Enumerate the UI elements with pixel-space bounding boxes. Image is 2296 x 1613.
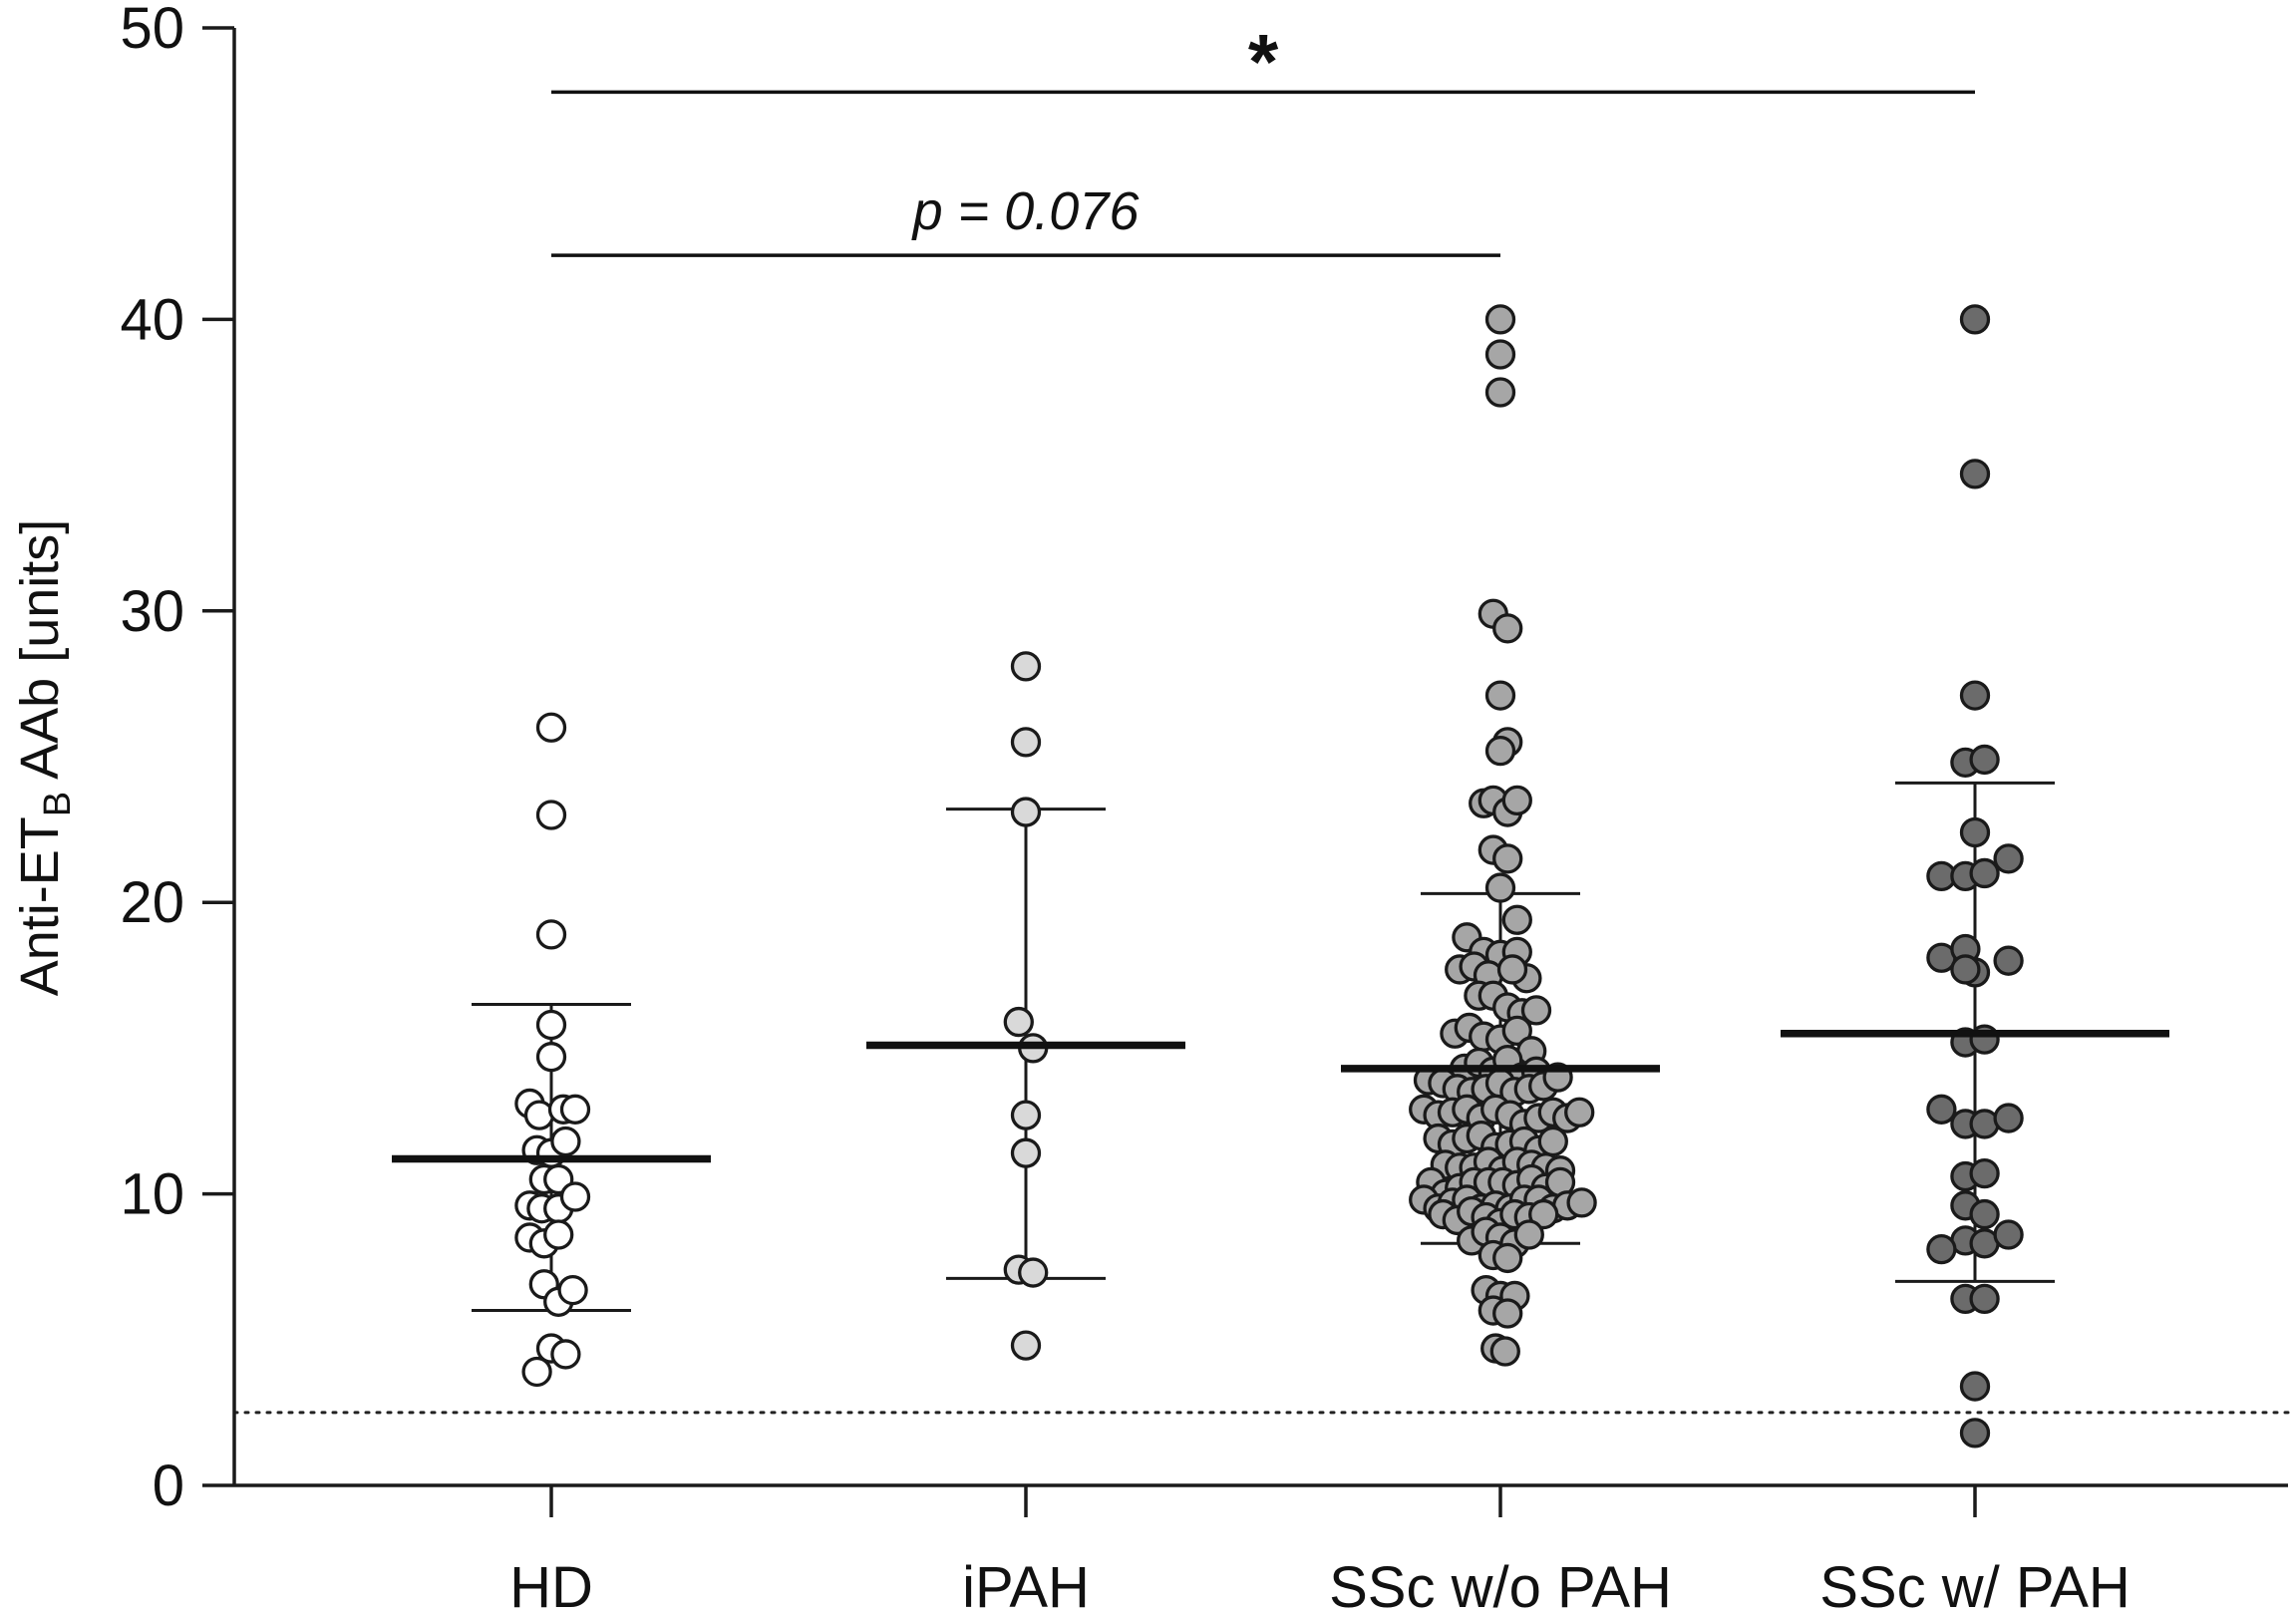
data-point bbox=[1993, 843, 2024, 874]
data-point bbox=[1959, 459, 1991, 489]
y-axis-label: Anti-ETB AAb [units] bbox=[10, 519, 79, 997]
data-point bbox=[1484, 304, 1516, 335]
data-point bbox=[1969, 1157, 2000, 1189]
data-point bbox=[1564, 1097, 1595, 1128]
x-category-label: SSc w/ PAH bbox=[1819, 1555, 2131, 1613]
data-point bbox=[1484, 872, 1516, 903]
y-tick-label: 50 bbox=[120, 0, 184, 61]
data-point bbox=[1926, 1234, 1957, 1265]
data-point bbox=[557, 1274, 588, 1306]
data-point bbox=[1501, 904, 1532, 935]
data-point bbox=[1959, 304, 1991, 335]
plot-area: 0 10 20 30 40 50 HD iPAH SSc w/o PAH SSc w/ PAH * p… bbox=[120, 0, 2290, 1613]
data-point bbox=[1969, 1198, 2000, 1230]
data-point bbox=[1926, 1094, 1957, 1125]
data-point bbox=[550, 1339, 581, 1370]
y-tick-label: 20 bbox=[120, 870, 184, 935]
data-point bbox=[1010, 651, 1042, 682]
data-point bbox=[1950, 954, 1981, 985]
data-point bbox=[1492, 1242, 1523, 1274]
data-point bbox=[1492, 843, 1523, 874]
data-point bbox=[1010, 1137, 1042, 1168]
x-category-label: iPAH bbox=[962, 1555, 1090, 1613]
data-point bbox=[1010, 797, 1042, 827]
data-point bbox=[1513, 1219, 1544, 1250]
data-point bbox=[1959, 1418, 1991, 1449]
data-point bbox=[1969, 857, 2000, 889]
data-point bbox=[1489, 1336, 1520, 1367]
p-value-label: p = 0.076 bbox=[911, 181, 1141, 241]
data-point bbox=[559, 1094, 591, 1125]
data-point bbox=[1969, 1283, 2000, 1315]
data-point bbox=[1003, 1006, 1034, 1038]
y-tick-label: 0 bbox=[153, 1453, 184, 1518]
data-point bbox=[1496, 954, 1528, 985]
data-point bbox=[1528, 1198, 1559, 1230]
data-point bbox=[1993, 945, 2024, 976]
data-point bbox=[1566, 1187, 1597, 1218]
data-point bbox=[1969, 744, 2000, 776]
data-point bbox=[1484, 339, 1516, 370]
data-point bbox=[1501, 785, 1532, 816]
data-point bbox=[1959, 1371, 1991, 1402]
y-tick-label: 10 bbox=[120, 1162, 184, 1227]
data-point bbox=[543, 1219, 574, 1250]
data-point bbox=[1537, 1126, 1568, 1157]
data-point bbox=[1501, 1015, 1532, 1047]
data-point bbox=[1520, 995, 1552, 1026]
y-tick-label: 30 bbox=[120, 579, 184, 644]
data-point bbox=[1010, 727, 1042, 758]
data-point bbox=[1010, 1330, 1042, 1361]
data-point bbox=[1018, 1257, 1049, 1288]
data-point bbox=[1492, 1298, 1523, 1329]
data-point bbox=[1484, 680, 1516, 711]
data-point bbox=[535, 919, 567, 950]
data-point bbox=[1492, 613, 1523, 644]
data-point bbox=[550, 1126, 581, 1157]
y-axis-label-rest: AAb [units] bbox=[10, 519, 70, 792]
significance-star: * bbox=[1248, 17, 1279, 105]
data-point bbox=[1959, 816, 1991, 848]
x-category-label: HD bbox=[509, 1555, 593, 1613]
y-axis-label-subscript: B bbox=[37, 792, 79, 816]
data-point bbox=[535, 1009, 567, 1041]
data-point bbox=[1959, 680, 1991, 711]
x-category-label: SSc w/o PAH bbox=[1329, 1555, 1672, 1613]
data-point bbox=[535, 1042, 567, 1073]
y-tick-label: 40 bbox=[120, 287, 184, 352]
data-point bbox=[535, 712, 567, 743]
data-point bbox=[1010, 1100, 1042, 1130]
data-point bbox=[1993, 1103, 2024, 1133]
data-point bbox=[521, 1356, 552, 1388]
y-axis-label-main: Anti-ET bbox=[10, 816, 70, 996]
data-point bbox=[1484, 736, 1516, 767]
data-point bbox=[535, 800, 567, 830]
data-point bbox=[1484, 377, 1516, 408]
data-point bbox=[1993, 1219, 2024, 1250]
data-point bbox=[559, 1181, 591, 1212]
